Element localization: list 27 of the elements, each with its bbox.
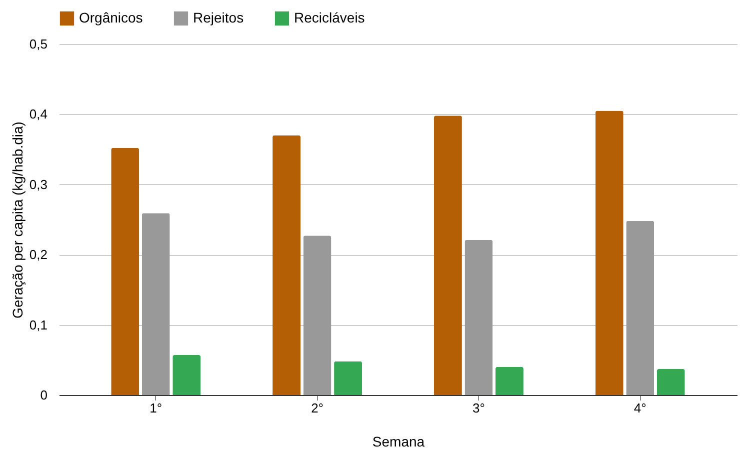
y-tick-label: 0,2 [29, 247, 48, 262]
x-tick-label: 3° [472, 400, 485, 416]
y-tick-label: 0,3 [29, 176, 48, 192]
bar [626, 220, 654, 395]
legend-label: Rejeitos [193, 9, 244, 26]
x-axis-title: Semana [372, 434, 425, 450]
y-tick-label: 0,1 [29, 317, 48, 332]
bar [334, 361, 362, 395]
bar [111, 148, 140, 395]
y-tick-label: 0,5 [29, 36, 48, 52]
bar [272, 135, 301, 395]
y-axis-title: Geração per capita (kg/hab.dia) [9, 122, 26, 318]
bar [495, 366, 524, 395]
bar [434, 116, 462, 395]
bar [595, 110, 624, 395]
bar [172, 354, 201, 395]
x-tick-label: 4° [634, 400, 646, 416]
bar [656, 369, 685, 395]
legend-label: Recicláveis [294, 9, 365, 26]
bar [303, 236, 332, 395]
legend-label: Orgânicos [79, 9, 143, 26]
y-tick-label: 0 [40, 388, 48, 402]
bar [142, 213, 170, 395]
y-tick-label: 0,4 [29, 106, 48, 122]
x-tick-label: 2° [311, 400, 324, 416]
bar [464, 240, 493, 395]
x-tick-label: 1° [150, 400, 162, 416]
